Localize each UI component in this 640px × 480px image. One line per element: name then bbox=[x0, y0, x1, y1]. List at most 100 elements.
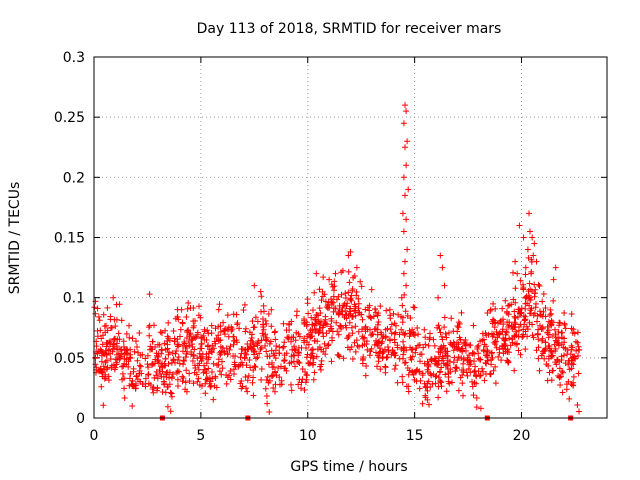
data-point bbox=[263, 337, 270, 344]
data-point bbox=[515, 347, 522, 354]
data-point bbox=[299, 376, 306, 383]
y-tick-label: 0.3 bbox=[63, 50, 85, 66]
data-point bbox=[477, 405, 484, 412]
data-point bbox=[387, 315, 394, 322]
data-point bbox=[436, 353, 443, 360]
data-point bbox=[294, 358, 300, 365]
data-point bbox=[376, 345, 383, 352]
data-point bbox=[354, 342, 361, 349]
data-point bbox=[565, 378, 572, 385]
data-point bbox=[521, 321, 528, 328]
data-point bbox=[262, 336, 269, 343]
data-point bbox=[110, 361, 117, 368]
data-point bbox=[345, 333, 352, 340]
data-point bbox=[420, 344, 427, 351]
data-point bbox=[463, 369, 470, 376]
data-point bbox=[480, 368, 486, 375]
data-point bbox=[366, 352, 373, 359]
data-point bbox=[516, 309, 523, 316]
data-point bbox=[425, 378, 432, 385]
data-point bbox=[515, 324, 522, 330]
data-point bbox=[459, 367, 465, 373]
data-point bbox=[249, 339, 256, 345]
data-point bbox=[301, 387, 308, 393]
data-point bbox=[327, 325, 334, 332]
data-point bbox=[179, 373, 186, 380]
data-point bbox=[195, 375, 202, 382]
data-point bbox=[529, 321, 536, 328]
data-point bbox=[103, 322, 110, 329]
data-point bbox=[211, 338, 218, 345]
data-point bbox=[540, 291, 547, 297]
data-point bbox=[217, 328, 224, 335]
data-point bbox=[137, 363, 144, 370]
data-point bbox=[533, 258, 540, 265]
data-point bbox=[263, 348, 270, 355]
data-point bbox=[483, 352, 489, 359]
data-point bbox=[142, 355, 149, 362]
data-point bbox=[260, 302, 267, 309]
data-point bbox=[446, 329, 452, 336]
data-point bbox=[242, 374, 249, 380]
data-point bbox=[125, 363, 132, 370]
data-point bbox=[217, 323, 224, 330]
data-point bbox=[288, 387, 295, 394]
data-point bbox=[573, 347, 580, 354]
data-point bbox=[111, 335, 118, 342]
data-point bbox=[444, 362, 451, 369]
data-point bbox=[310, 307, 316, 314]
data-point bbox=[98, 358, 105, 365]
data-point bbox=[258, 344, 265, 351]
data-point bbox=[242, 328, 249, 335]
data-point bbox=[435, 322, 442, 329]
data-point bbox=[268, 347, 275, 354]
x-tick-label: 15 bbox=[406, 428, 424, 444]
data-point bbox=[225, 333, 232, 340]
data-point bbox=[257, 288, 264, 295]
data-point bbox=[506, 302, 513, 309]
data-point bbox=[100, 311, 107, 318]
data-point bbox=[336, 302, 343, 309]
data-point bbox=[511, 367, 518, 374]
data-point bbox=[552, 326, 558, 333]
data-point bbox=[400, 174, 407, 181]
data-point bbox=[112, 323, 119, 330]
data-point bbox=[457, 336, 464, 343]
data-point bbox=[190, 380, 197, 387]
data-point bbox=[538, 352, 545, 359]
data-point bbox=[342, 322, 349, 329]
data-point bbox=[192, 317, 198, 324]
data-point bbox=[171, 338, 178, 345]
data-point bbox=[394, 379, 401, 386]
data-point bbox=[92, 310, 99, 317]
data-point bbox=[192, 335, 199, 342]
data-point bbox=[225, 326, 232, 333]
data-point bbox=[441, 314, 448, 321]
data-point bbox=[209, 349, 215, 356]
data-point bbox=[227, 343, 234, 350]
data-point bbox=[195, 366, 202, 373]
data-point bbox=[288, 318, 295, 325]
data-point bbox=[212, 373, 219, 380]
data-point bbox=[575, 352, 581, 359]
data-point bbox=[523, 294, 530, 301]
data-point bbox=[313, 312, 320, 318]
data-point bbox=[399, 319, 406, 326]
data-point bbox=[361, 334, 368, 341]
data-point bbox=[497, 319, 503, 325]
data-point bbox=[407, 330, 414, 337]
data-point bbox=[526, 210, 532, 217]
data-point bbox=[304, 300, 311, 307]
data-point bbox=[183, 350, 190, 357]
data-point bbox=[463, 347, 469, 354]
data-point bbox=[379, 354, 386, 360]
data-point bbox=[262, 342, 268, 349]
data-point bbox=[182, 379, 189, 386]
data-point bbox=[303, 345, 309, 351]
data-point bbox=[474, 346, 481, 352]
data-point bbox=[147, 343, 154, 350]
data-point bbox=[512, 285, 519, 292]
data-point bbox=[481, 377, 488, 384]
data-point bbox=[410, 329, 417, 336]
data-point bbox=[99, 341, 106, 348]
